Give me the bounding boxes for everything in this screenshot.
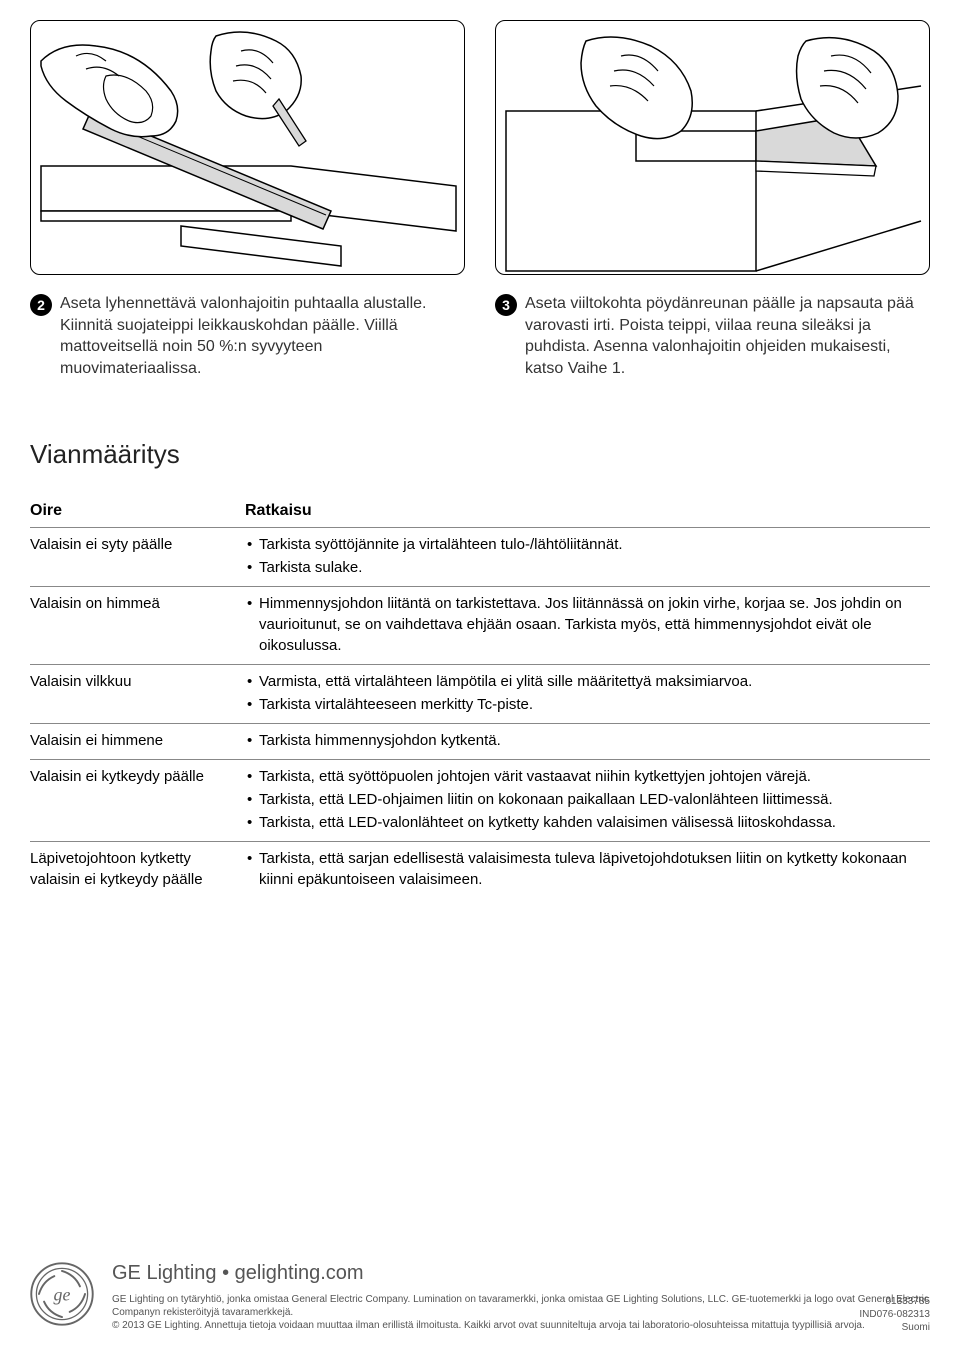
symptom: Valaisin ei syty päälle xyxy=(30,534,245,580)
step-3: 3 Aseta viiltokohta pöydänreunan päälle … xyxy=(495,293,930,379)
symptom: Valaisin ei himmene xyxy=(30,730,245,753)
fixes: Tarkista, että syöttöpuolen johtojen vär… xyxy=(245,766,930,835)
col-fix-header: Ratkaisu xyxy=(245,500,930,522)
troubleshoot-table: Oire Ratkaisu Valaisin ei syty päälle Ta… xyxy=(30,494,930,897)
footer-main: GE Lighting • gelighting.com xyxy=(112,1262,930,1285)
footer-codes: 01333785 IND076-082313 Suomi xyxy=(859,1295,930,1334)
footer-small-2: © 2013 GE Lighting. Annettuja tietoja vo… xyxy=(112,1319,930,1332)
troubleshoot-title: Vianmääritys xyxy=(30,439,930,470)
symptom: Valaisin vilkkuu xyxy=(30,671,245,717)
code-1: 01333785 xyxy=(859,1295,930,1308)
step-2-number: 2 xyxy=(30,294,52,316)
footer-small-1: GE Lighting on tytäryhtiö, jonka omistaa… xyxy=(112,1293,930,1319)
symptom: Läpivetojohtoon kytketty valaisin ei kyt… xyxy=(30,848,245,892)
symptom: Valaisin ei kytkeydy päälle xyxy=(30,766,245,835)
table-row: Valaisin ei himmene Tarkista himmennysjo… xyxy=(30,723,930,759)
fix-item: Varmista, että virtalähteen lämpötila ei… xyxy=(245,671,930,692)
figure-2 xyxy=(30,20,465,275)
table-row: Valaisin on himmeä Himmennysjohdon liitä… xyxy=(30,586,930,664)
step-3-text: Aseta viiltokohta pöydänreunan päälle ja… xyxy=(525,293,930,379)
svg-text:ge: ge xyxy=(54,1284,71,1304)
code-2: IND076-082313 xyxy=(859,1308,930,1321)
table-row: Valaisin ei kytkeydy päälle Tarkista, et… xyxy=(30,759,930,841)
figure-3 xyxy=(495,20,930,275)
table-row: Läpivetojohtoon kytketty valaisin ei kyt… xyxy=(30,841,930,898)
fix-item: Tarkista, että syöttöpuolen johtojen vär… xyxy=(245,766,930,787)
fix-item: Tarkista virtalähteeseen merkitty Tc-pis… xyxy=(245,694,930,715)
footer-text: GE Lighting • gelighting.com GE Lighting… xyxy=(112,1262,930,1332)
fix-item: Tarkista, että sarjan edellisestä valais… xyxy=(245,848,930,890)
fixes: Varmista, että virtalähteen lämpötila ei… xyxy=(245,671,930,717)
step-2-text: Aseta lyhennettävä valonhajoitin puhtaal… xyxy=(60,293,465,379)
figures-row xyxy=(30,20,930,275)
steps-row: 2 Aseta lyhennettävä valonhajoitin puhta… xyxy=(30,293,930,379)
symptom: Valaisin on himmeä xyxy=(30,593,245,658)
fix-item: Tarkista, että LED-ohjaimen liitin on ko… xyxy=(245,789,930,810)
fixes: Tarkista syöttöjännite ja virtalähteen t… xyxy=(245,534,930,580)
fixes: Tarkista, että sarjan edellisestä valais… xyxy=(245,848,930,892)
fix-item: Himmennysjohdon liitäntä on tarkistettav… xyxy=(245,593,930,656)
table-row: Valaisin ei syty päälle Tarkista syöttöj… xyxy=(30,527,930,586)
table-row: Valaisin vilkkuu Varmista, että virtaläh… xyxy=(30,664,930,723)
fixes: Himmennysjohdon liitäntä on tarkistettav… xyxy=(245,593,930,658)
table-header: Oire Ratkaisu xyxy=(30,494,930,526)
figure-2-svg xyxy=(31,21,465,275)
fix-item: Tarkista himmennysjohdon kytkentä. xyxy=(245,730,930,751)
col-symptom-header: Oire xyxy=(30,500,245,522)
fix-item: Tarkista syöttöjännite ja virtalähteen t… xyxy=(245,534,930,555)
fix-item: Tarkista, että LED-valonlähteet on kytke… xyxy=(245,812,930,833)
step-2: 2 Aseta lyhennettävä valonhajoitin puhta… xyxy=(30,293,465,379)
step-3-number: 3 xyxy=(495,294,517,316)
fix-item: Tarkista sulake. xyxy=(245,557,930,578)
footer: ge GE Lighting • gelighting.com GE Light… xyxy=(30,1262,930,1332)
fixes: Tarkista himmennysjohdon kytkentä. xyxy=(245,730,930,753)
ge-logo-icon: ge xyxy=(30,1262,94,1326)
figure-3-svg xyxy=(496,21,930,275)
code-3: Suomi xyxy=(859,1321,930,1334)
